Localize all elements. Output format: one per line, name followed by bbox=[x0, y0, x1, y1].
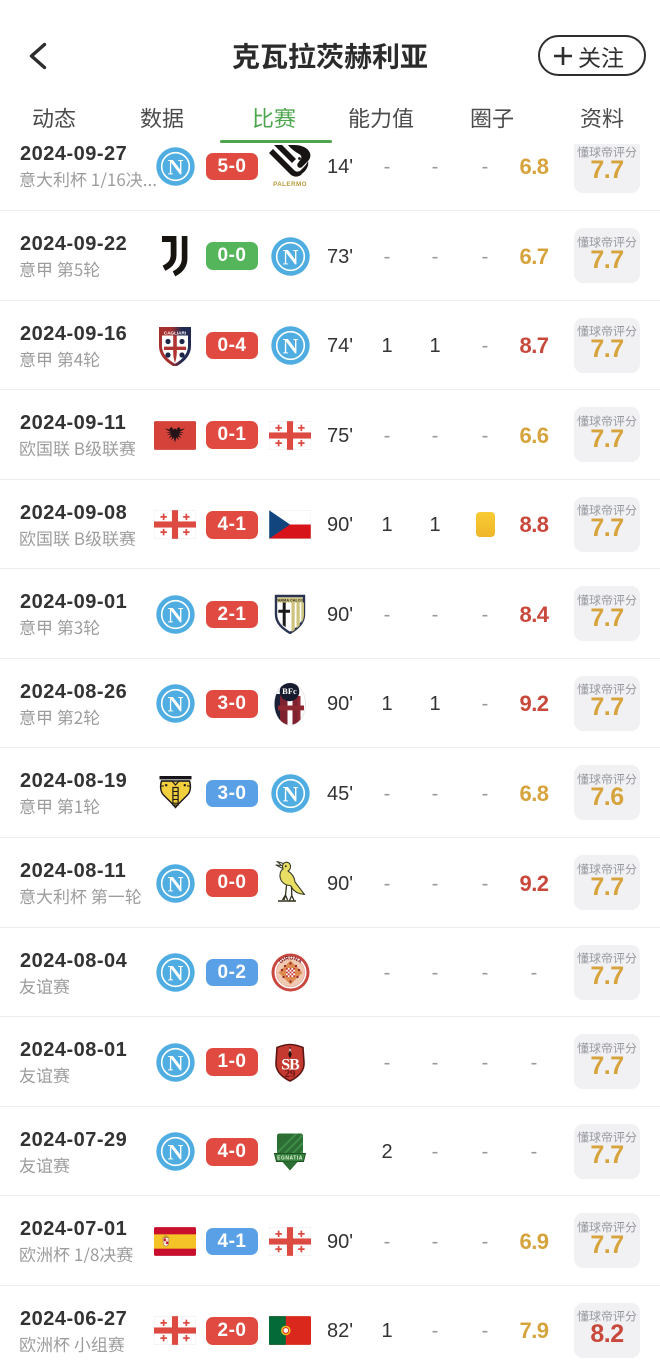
svg-text:PALERMO: PALERMO bbox=[273, 181, 307, 187]
svg-text:BFc: BFc bbox=[282, 686, 297, 696]
svg-text:CAGLIARI: CAGLIARI bbox=[164, 330, 186, 335]
svg-text:EGNATIA: EGNATIA bbox=[277, 1155, 303, 1161]
svg-text:SB: SB bbox=[281, 1056, 300, 1073]
svg-text:GIRONA: GIRONA bbox=[278, 955, 303, 965]
svg-text:29: 29 bbox=[285, 1068, 297, 1080]
svg-text:PARMA CALCIO: PARMA CALCIO bbox=[275, 599, 304, 603]
